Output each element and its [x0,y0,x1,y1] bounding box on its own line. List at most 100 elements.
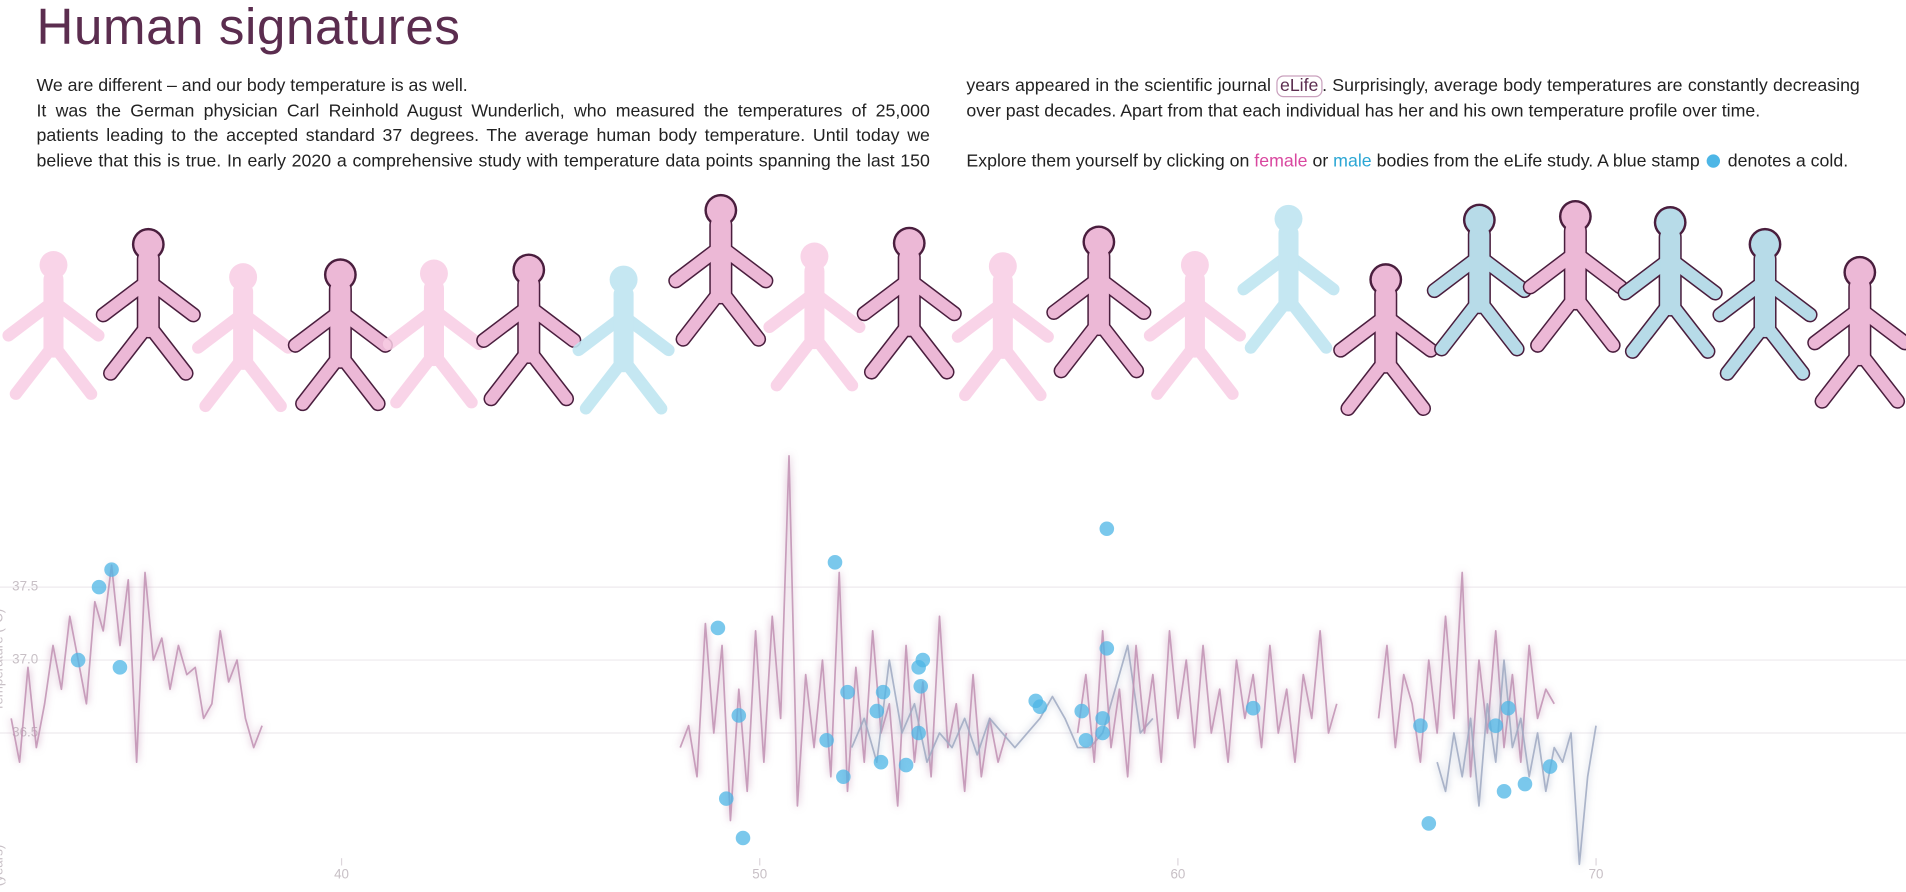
y-tick-label: 37.0 [12,652,38,667]
figure-head [988,252,1017,281]
cold-stamp [869,703,885,719]
cold-stamp [1542,759,1558,774]
page-title: Human signatures [36,0,461,55]
body-figure[interactable] [572,265,675,415]
temperature-line [1076,630,1338,778]
paragraph: It was the German physician Carl Reinhol… [36,74,1860,176]
cold-stamp [875,684,891,700]
cold-stamp [1095,725,1110,741]
body-figure[interactable] [287,258,393,412]
figure-head [1180,251,1209,279]
figure-head [326,260,355,289]
text: Explore them yourself by clicking on [966,151,1255,172]
figure-head [1751,230,1779,259]
figure-head [39,251,68,279]
body-figure[interactable] [95,227,201,381]
cold-stamp [1099,641,1115,656]
cold-stamp [1413,718,1428,733]
x-tick-label: 70 [1589,867,1604,882]
body-figure[interactable] [763,242,866,392]
cold-stamp [873,754,889,770]
figures [2,193,1906,417]
body-figure[interactable] [856,226,962,380]
cold-stamp [1517,776,1533,792]
body-figure[interactable] [1046,225,1152,379]
text: bodies from the eLife study. A blue stam… [1371,151,1705,172]
figure-head [229,263,258,292]
cold-stamp [112,660,128,675]
body-figure[interactable] [668,193,774,347]
cold-stamp-icon [1707,154,1721,168]
cold-stamp [1078,732,1094,748]
figure-head [1274,204,1303,233]
temperature-line [679,454,1008,822]
figure-head [609,265,638,294]
body-figure[interactable] [382,259,486,409]
text: It was the German physician Carl Reinhol… [36,76,1277,172]
body-figure[interactable] [1617,206,1723,359]
cold-stamp [104,562,119,577]
y-axis-label: Temperature (°C) [0,609,5,712]
cold-stamp [836,769,851,785]
figure-head [1561,202,1590,231]
body-figure[interactable] [1522,199,1628,353]
cold-stamp [710,620,726,636]
male-link[interactable]: male [1333,151,1372,172]
cold-stamp [913,679,929,694]
cold-stamp [731,708,747,723]
temperature-line [1436,659,1597,866]
cold-stamp [911,725,926,741]
x-tick-label: 40 [334,867,349,882]
body-figure[interactable] [1807,255,1906,409]
body-figure[interactable] [192,263,295,413]
body-figure[interactable] [1143,251,1246,400]
cold-stamp [1032,699,1048,715]
plot-area: 36.5 37.0 37.5 40 50 60 70 Temperature (°C) (yea… [0,454,1906,886]
cold-stamp [1488,718,1503,733]
y-tick-label: 36.5 [12,725,38,740]
body-figure[interactable] [1712,227,1818,381]
text: denotes a cold. [1722,151,1849,172]
paragraph: Explore them yourself by clicking on fem… [966,149,1859,174]
cold-stamp [1095,711,1110,726]
female-link[interactable]: female [1254,151,1308,172]
figure-head [1845,258,1874,287]
text: . Surprisingly, average body temperature… [966,76,1860,122]
temperature-line [1377,571,1555,778]
cold-stamp [1500,700,1516,716]
cold-stamp [735,830,751,846]
x-tick-label: 60 [1170,867,1185,882]
cold-stamp [1421,816,1437,831]
intro-text: We are different – and our body temperat… [36,74,1860,176]
cold-stamp [1245,700,1261,716]
cold-stamp [819,732,834,748]
figure-head [134,230,163,259]
text: or [1307,151,1334,172]
cold-stamp [1074,703,1090,719]
figure-head [1084,227,1113,256]
figure-head [419,259,448,288]
paragraph: We are different – and our body temperat… [36,76,468,97]
body-figure[interactable] [1333,263,1439,417]
figure-head [1465,206,1494,234]
body-figure[interactable] [2,251,105,400]
x-tick-label: 50 [752,867,767,882]
body-figure[interactable] [1237,204,1340,354]
body-figure[interactable] [951,252,1054,402]
cold-stamp [718,791,734,806]
cold-stamp [70,652,86,668]
cold-stamp [915,652,931,668]
cold-stamp [91,579,107,595]
cold-stamp [1496,784,1512,799]
body-figure[interactable] [1426,203,1532,357]
cold-stamp [898,757,914,773]
temperature-line [10,564,263,764]
y-tick-label: 37.5 [12,579,38,594]
figure-head [1371,265,1400,294]
elife-link[interactable]: eLife [1276,75,1323,98]
cold-stamp [840,684,855,700]
body-figure[interactable] [476,253,582,407]
figure-head [514,255,543,284]
